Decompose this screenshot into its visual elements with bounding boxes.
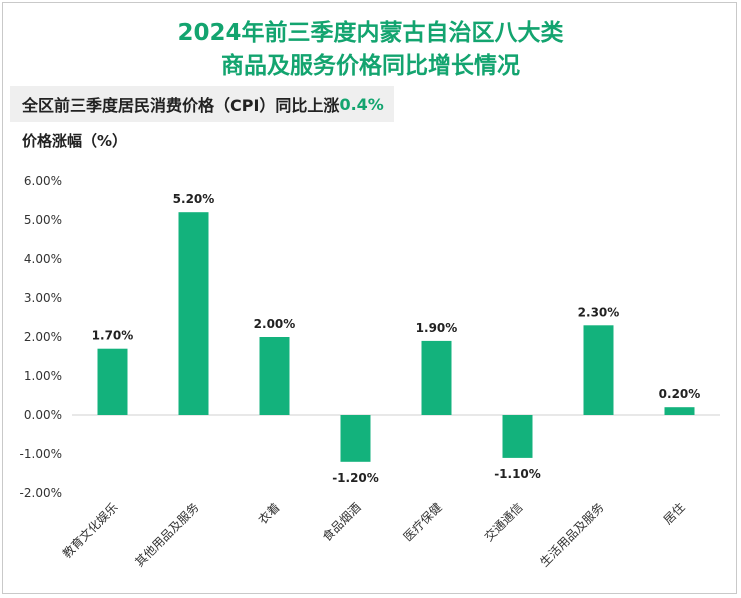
data-label: 2.30%: [578, 305, 620, 319]
y-tick-label: 0.00%: [24, 408, 62, 422]
data-label: 5.20%: [173, 192, 215, 206]
x-tick-label: 食品烟酒: [319, 500, 364, 545]
y-axis-unit-label: 价格涨幅（%）: [22, 132, 128, 150]
x-tick-label: 医疗保健: [401, 500, 445, 544]
y-tick-label: 1.00%: [24, 369, 62, 383]
y-tick-label: 4.00%: [24, 252, 62, 266]
chart-title: 2024年前三季度内蒙古自治区八大类 商品及服务价格同比增长情况: [3, 17, 738, 83]
data-label: 0.20%: [659, 387, 701, 401]
data-label: 2.00%: [254, 317, 296, 331]
bar: [421, 340, 452, 415]
data-label: 1.90%: [416, 321, 458, 335]
bar: [502, 415, 533, 458]
x-tick-label: 教育文化娱乐: [59, 500, 121, 562]
y-tick-label: 2.00%: [24, 330, 62, 344]
y-tick-label: 6.00%: [24, 174, 62, 188]
bar: [664, 407, 695, 415]
x-tick-label: 衣着: [255, 500, 283, 528]
bar: [259, 337, 290, 415]
x-tick-label: 交通通信: [481, 500, 526, 545]
y-tick-label: -1.00%: [20, 447, 62, 461]
cpi-subtitle-value: 0.4%: [339, 94, 384, 114]
data-label: 1.70%: [92, 329, 134, 343]
chart-title-line-2: 商品及服务价格同比增长情况: [221, 53, 520, 79]
cpi-subtitle: 全区前三季度居民消费价格（CPI）同比上涨 0.4%: [10, 86, 394, 122]
x-tick-label: 生活用品及服务: [537, 500, 607, 570]
bar: [340, 415, 371, 462]
cpi-subtitle-text: 全区前三季度居民消费价格（CPI）同比上涨: [22, 96, 340, 115]
x-tick-label: 居住: [661, 500, 688, 527]
bar: [583, 325, 614, 415]
data-label: -1.10%: [494, 467, 541, 481]
y-tick-label: 3.00%: [24, 291, 62, 305]
chart-title-line-1: 2024年前三季度内蒙古自治区八大类: [177, 20, 564, 46]
y-tick-label: -2.00%: [20, 486, 62, 500]
bar: [178, 212, 209, 415]
x-tick-label: 其他用品及服务: [132, 500, 202, 570]
y-tick-label: 5.00%: [24, 213, 62, 227]
bar: [97, 348, 128, 415]
data-label: -1.20%: [332, 471, 379, 485]
